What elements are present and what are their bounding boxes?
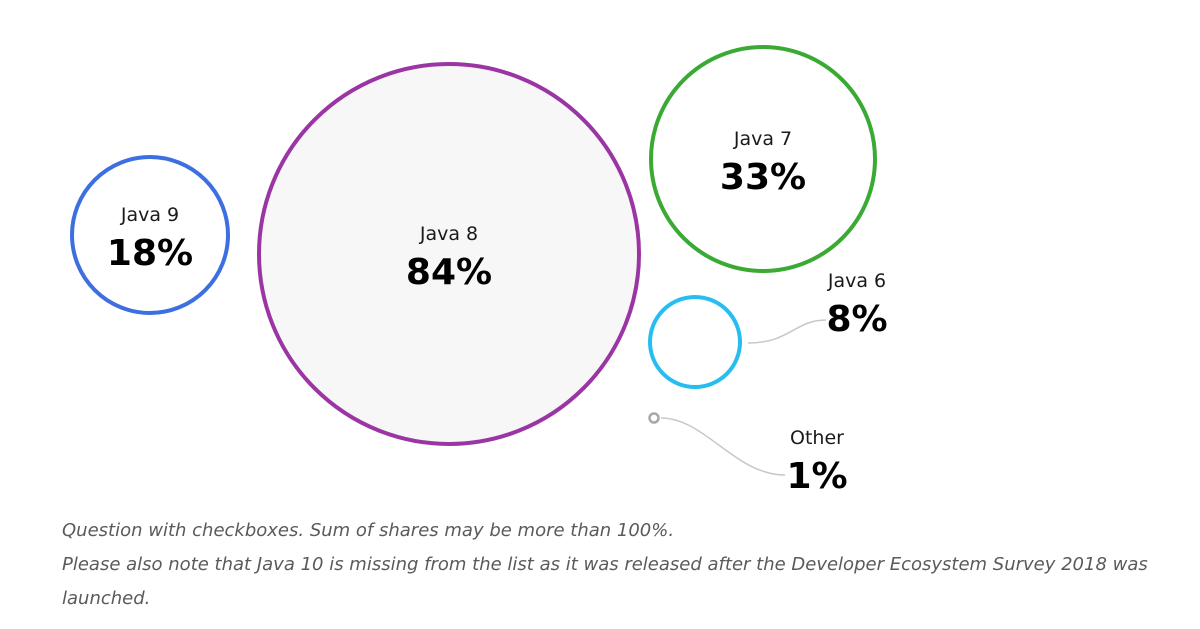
bubble-java-9-circle <box>70 155 230 315</box>
bubble-other-leader-line <box>660 417 786 476</box>
bubble-other: Other 1% <box>648 412 848 497</box>
bubble-java-8-circle <box>257 62 641 446</box>
bubble-other-circle <box>648 412 660 424</box>
bubble-java-7: Java 7 33% <box>649 45 877 273</box>
bubble-java-6-name: Java 6 <box>827 270 886 292</box>
bubble-java-7-name: Java 7 <box>733 128 792 150</box>
chart-note-java-10: Please also note that Java 10 is missing… <box>62 554 1148 609</box>
chart-notes: Question with checkboxes. Sum of shares … <box>62 514 1172 616</box>
bubble-chart: Java 9 18% Java 8 84% Java 7 33% Java 6 … <box>70 45 888 497</box>
chart-note-checkboxes: Question with checkboxes. Sum of shares … <box>62 520 675 541</box>
bubble-java-9-value: 18% <box>107 233 193 274</box>
bubble-java-7-circle <box>649 45 877 273</box>
bubble-java-7-value: 33% <box>720 157 806 198</box>
bubble-java-6-leader-line <box>747 319 827 344</box>
bubble-java-9: Java 9 18% <box>70 155 230 315</box>
bubble-java-6-value: 8% <box>826 299 887 340</box>
bubble-java-8-name: Java 8 <box>419 223 478 245</box>
bubble-other-value: 1% <box>786 456 847 497</box>
bubble-java-6: Java 6 8% <box>648 270 888 389</box>
bubble-java-8: Java 8 84% <box>257 62 641 446</box>
bubble-java-6-circle <box>648 295 742 389</box>
bubble-other-name: Other <box>790 427 844 449</box>
bubble-java-8-value: 84% <box>406 252 492 293</box>
bubble-java-9-name: Java 9 <box>120 204 179 226</box>
